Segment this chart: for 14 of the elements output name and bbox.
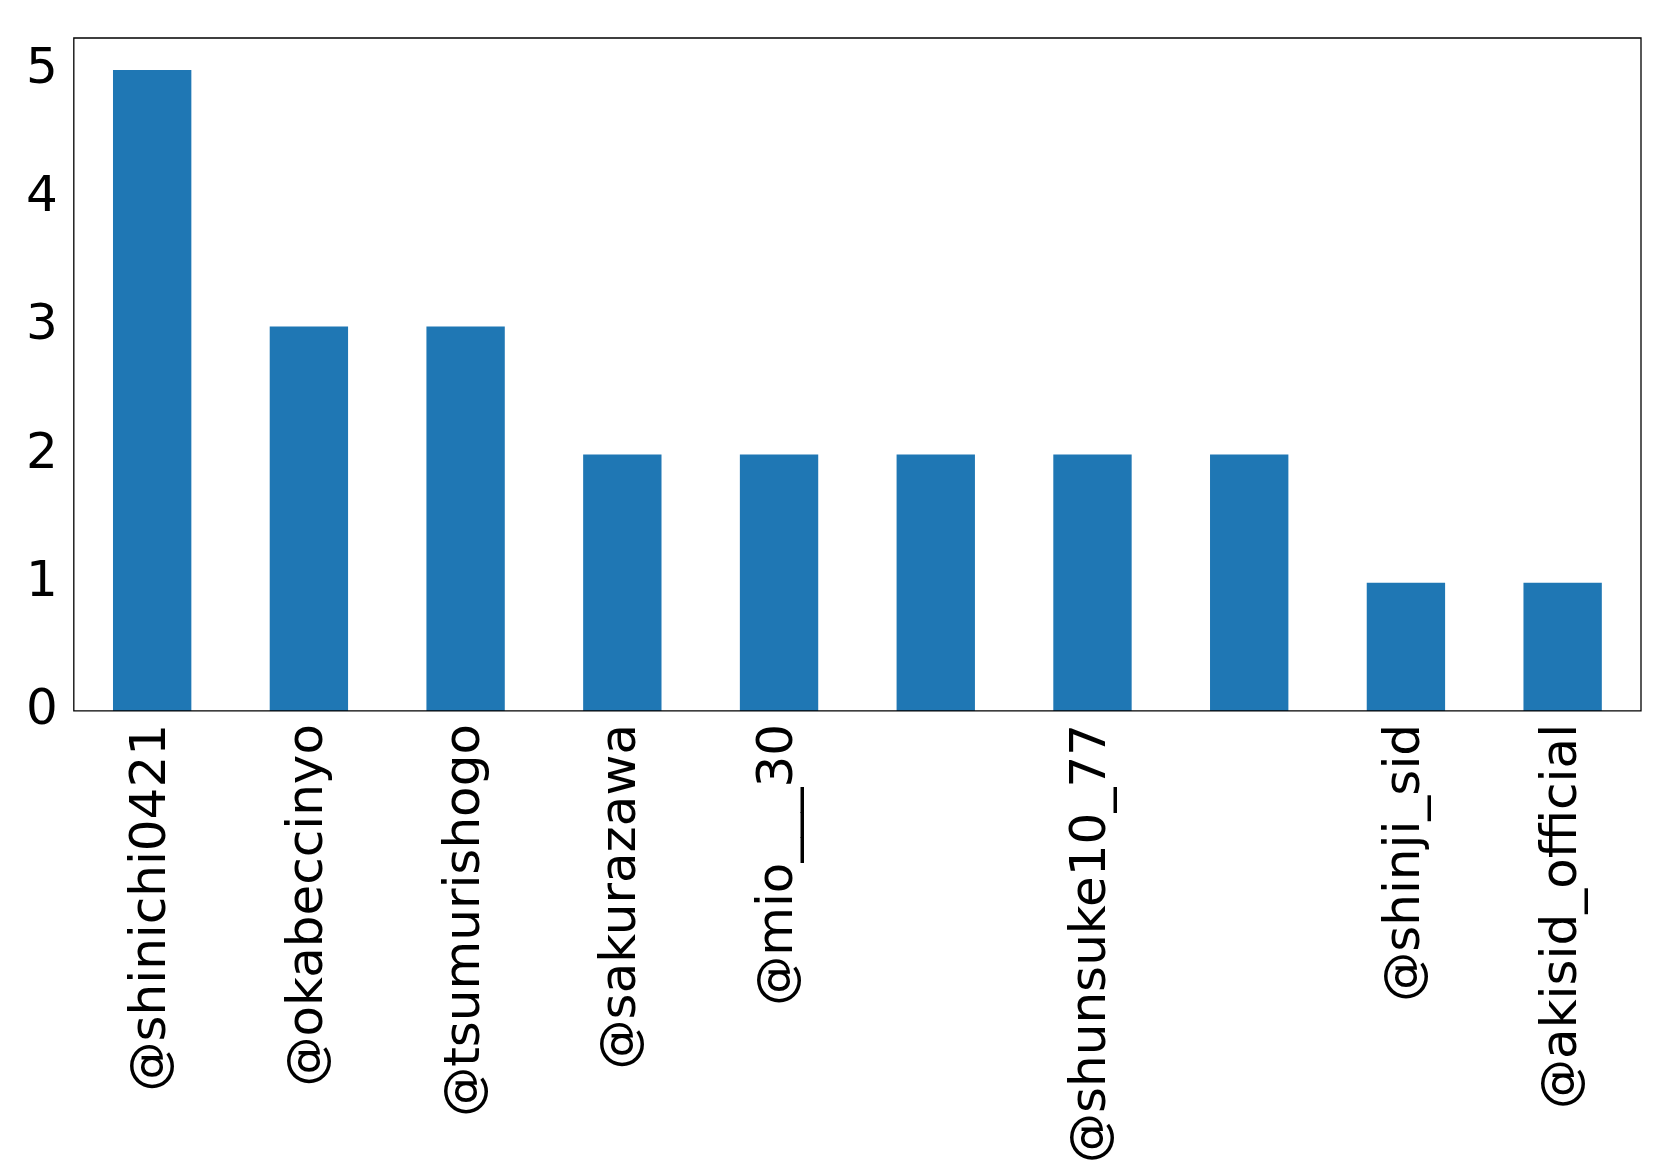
y-tick-label: 2 — [26, 421, 58, 480]
x-tick-label: @shunsuke10_77 — [1059, 723, 1118, 1164]
x-tick-label: @okabeccinyo — [275, 723, 334, 1087]
x-tick-label: @akisid_official — [1529, 723, 1588, 1109]
x-tick-label: @tsumurishogo — [432, 723, 491, 1117]
x-tick-label: @mio___30 — [746, 723, 805, 1006]
x-tick-label: @shinichi0421 — [119, 723, 178, 1092]
y-tick-label: 0 — [26, 677, 58, 736]
y-tick-label: 3 — [26, 293, 58, 352]
x-tick-label: @sakurazawa — [589, 723, 648, 1070]
y-tick-label: 5 — [26, 37, 58, 96]
x-tick-label: @shinji_sid — [1372, 723, 1431, 1002]
y-tick-label: 1 — [26, 549, 58, 608]
y-tick-label: 4 — [26, 165, 58, 224]
